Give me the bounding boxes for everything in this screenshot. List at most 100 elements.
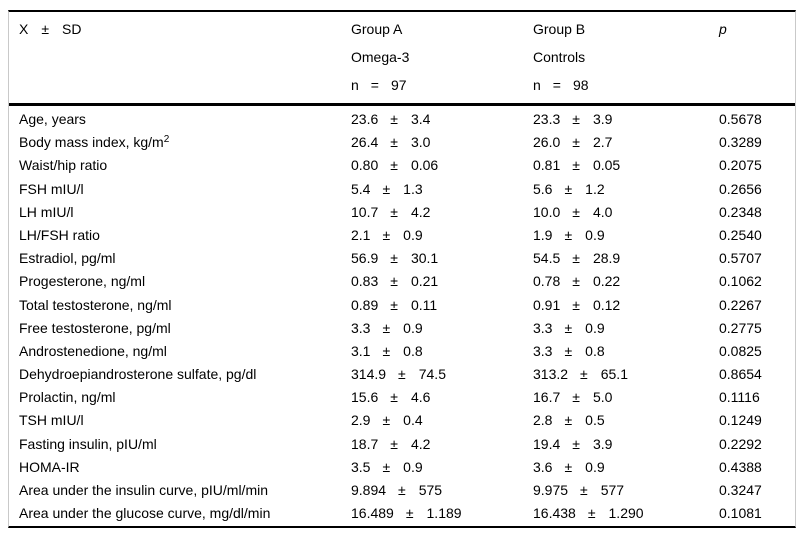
plus-minus: ± bbox=[564, 458, 573, 475]
table-row: Dehydroepiandrosterone sulfate, pg/dl 31… bbox=[19, 363, 795, 386]
group-b-value: 0.78 ±0.22 bbox=[533, 270, 719, 295]
group-a-mean: 15.6 bbox=[351, 389, 379, 406]
group-a-mean: 2.1 bbox=[351, 226, 371, 243]
row-label: Area under the glucose curve, mg/dl/min bbox=[19, 505, 271, 522]
group-b-mean: 313.2 bbox=[533, 366, 569, 383]
group-a-sd: 3.4 bbox=[410, 111, 431, 127]
group-b-value: 3.6 ±0.9 bbox=[533, 456, 719, 481]
group-a-value: 0.80 ±0.06 bbox=[351, 154, 533, 179]
stat-sd: SD bbox=[62, 21, 82, 37]
table-row: Body mass index, kg/m2 26.4 ±3.0 26.0 ±2.7… bbox=[19, 131, 795, 154]
group-a-value: 10.7 ±4.2 bbox=[351, 201, 533, 226]
group-b-mean: 1.9 bbox=[533, 226, 553, 243]
p-value: 0.4388 bbox=[719, 458, 762, 475]
group-a-value: 3.3 ±0.9 bbox=[351, 317, 533, 342]
group-b-title: Group B bbox=[533, 21, 586, 37]
p-value: 0.2775 bbox=[719, 319, 762, 336]
group-a-sd: 4.2 bbox=[410, 435, 431, 452]
group-b-mean: 26.0 bbox=[533, 134, 561, 151]
p-value: 0.1116 bbox=[719, 389, 760, 406]
table-row: LH/FSH ratio 2.1 ±0.9 1.9 ±0.9 0.2540 bbox=[19, 224, 795, 247]
group-b-mean: 16.438 bbox=[533, 505, 576, 522]
group-a-n: n = 97 bbox=[351, 71, 533, 99]
row-label: Progesterone, ng/ml bbox=[19, 273, 146, 290]
table-row: Area under the glucose curve, mg/dl/min … bbox=[19, 502, 795, 525]
row-label: Estradiol, pg/ml bbox=[19, 250, 116, 267]
group-a-sd: 4.6 bbox=[410, 389, 431, 406]
group-a-mean: 16.489 bbox=[351, 505, 394, 522]
group-b-value: 9.975 ±577 bbox=[533, 479, 719, 504]
group-a-mean: 23.6 bbox=[351, 111, 379, 127]
group-a-value: 0.89 ±0.11 bbox=[351, 294, 533, 319]
plus-minus: ± bbox=[390, 111, 398, 127]
plus-minus: ± bbox=[390, 435, 398, 452]
group-a-mean: 9.894 bbox=[351, 482, 387, 498]
group-a-value: 5.4 ±1.3 bbox=[351, 178, 533, 203]
group-a-mean: 3.3 bbox=[351, 319, 371, 336]
group-a-value: 16.489 ±1.189 bbox=[351, 502, 533, 527]
group-b-sd: 1.290 bbox=[608, 505, 644, 522]
group-a-value: 2.1 ±0.9 bbox=[351, 224, 533, 249]
group-b-value: 23.3 ±3.9 bbox=[533, 108, 719, 133]
group-b-value: 10.0 ±4.0 bbox=[533, 201, 719, 226]
group-b-value: 3.3 ±0.8 bbox=[533, 340, 719, 365]
group-a-value: 2.9 ±0.4 bbox=[351, 409, 533, 434]
plus-minus: ± bbox=[572, 273, 580, 290]
group-a-sd: 3.0 bbox=[410, 134, 431, 151]
group-b-subtitle: Controls bbox=[533, 49, 586, 65]
plus-minus: ± bbox=[572, 203, 580, 220]
group-a-sd: 1.3 bbox=[403, 180, 423, 197]
row-label: TSH mIU/l bbox=[19, 412, 84, 429]
row-label: Androstenedione, ng/ml bbox=[19, 342, 167, 359]
row-label: FSH mIU/l bbox=[19, 180, 84, 197]
group-b-value: 5.6 ±1.2 bbox=[533, 178, 719, 203]
group-a-value: 18.7 ±4.2 bbox=[351, 433, 533, 458]
group-b-sd: 0.8 bbox=[585, 342, 605, 359]
plus-minus: ± bbox=[390, 203, 398, 220]
group-b-mean: 23.3 bbox=[533, 111, 561, 127]
group-a-sd: 0.9 bbox=[403, 226, 423, 243]
p-value: 0.2656 bbox=[719, 180, 762, 197]
group-a-sd: 4.2 bbox=[410, 203, 431, 220]
plus-minus: ± bbox=[390, 389, 398, 406]
group-a-mean: 0.83 bbox=[351, 273, 379, 290]
group-b-mean: 16.7 bbox=[533, 389, 561, 406]
table-row: Area under the insulin curve, pIU/ml/min… bbox=[19, 479, 795, 502]
header-p-column: p bbox=[719, 15, 795, 103]
group-b-value: 16.7 ±5.0 bbox=[533, 386, 719, 411]
label-superscript: 2 bbox=[163, 134, 170, 146]
group-b-value: 3.3 ±0.9 bbox=[533, 317, 719, 342]
table-row: Free testosterone, pg/ml 3.3 ±0.9 3.3 ±0.9… bbox=[19, 317, 795, 340]
table-row: LH mIU/l 10.7 ±4.2 10.0 ±4.0 0.2348 bbox=[19, 201, 795, 224]
p-column-label: p bbox=[719, 21, 727, 37]
group-b-mean: 19.4 bbox=[533, 435, 561, 452]
group-b-mean: 0.91 bbox=[533, 296, 561, 313]
plus-minus: ± bbox=[398, 482, 406, 498]
plus-minus: ± bbox=[382, 180, 391, 197]
table-row: Progesterone, ng/ml 0.83 ±0.21 0.78 ±0.22 … bbox=[19, 270, 795, 293]
group-a-subtitle: Omega-3 bbox=[351, 49, 410, 65]
group-a-value: 23.6 ±3.4 bbox=[351, 108, 533, 133]
plus-minus: ± bbox=[564, 226, 573, 243]
p-value: 0.3247 bbox=[719, 482, 762, 498]
row-label: Prolactin, ng/ml bbox=[19, 389, 116, 406]
plus-minus: ± bbox=[564, 412, 573, 429]
table-row: TSH mIU/l 2.9 ±0.4 2.8 ±0.5 0.1249 bbox=[19, 409, 795, 432]
p-value: 0.1081 bbox=[719, 505, 762, 522]
group-a-n-label: n bbox=[351, 77, 359, 93]
group-a-sd: 575 bbox=[418, 482, 443, 498]
group-b-mean: 3.3 bbox=[533, 342, 553, 359]
p-value: 0.1062 bbox=[719, 273, 762, 290]
group-b-mean: 54.5 bbox=[533, 250, 561, 267]
group-b-value: 0.81 ±0.05 bbox=[533, 154, 719, 179]
group-b-sd: 1.2 bbox=[585, 180, 605, 197]
row-label: Waist/hip ratio bbox=[19, 157, 108, 174]
group-b-value: 0.91 ±0.12 bbox=[533, 294, 719, 319]
group-a-value: 15.6 ±4.6 bbox=[351, 386, 533, 411]
row-label: Total testosterone, ng/ml bbox=[19, 296, 172, 313]
table-row: Prolactin, ng/ml 15.6 ±4.6 16.7 ±5.0 0.111… bbox=[19, 386, 795, 409]
plus-minus: ± bbox=[564, 180, 573, 197]
stat-x: X bbox=[19, 21, 29, 37]
header-stat-column: X ± SD bbox=[19, 15, 351, 103]
group-a-n-value: 97 bbox=[390, 77, 407, 93]
